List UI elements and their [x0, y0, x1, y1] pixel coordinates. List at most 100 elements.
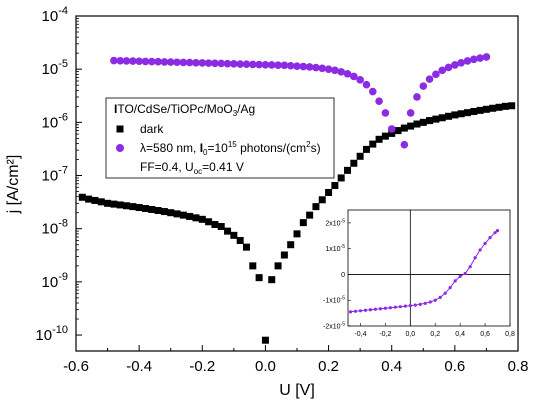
data-point-dark [78, 193, 86, 201]
data-point-illuminated [129, 57, 137, 65]
data-point-dark [160, 208, 168, 216]
inset-x-tick-label: 0,8 [505, 331, 515, 338]
data-point-illuminated [432, 70, 440, 79]
data-point-illuminated [343, 69, 352, 78]
data-point-illuminated [242, 60, 251, 69]
legend-note: FF=0.4, Uoc=0.41 V [140, 160, 244, 176]
y-tick-label: 10-5 [42, 58, 68, 78]
inset-y-tick-label: 1x10-5 [325, 244, 345, 253]
data-point-dark [312, 203, 320, 211]
inset-data-point [458, 274, 462, 278]
data-point-illuminated [141, 57, 150, 66]
inset-data-point [363, 308, 368, 312]
data-point-dark [129, 203, 137, 211]
legend-box [105, 97, 335, 179]
data-point-dark [344, 166, 352, 174]
data-point-illuminated [198, 59, 207, 67]
data-point-dark [287, 241, 295, 249]
inset-y-tick-label: 0 [341, 272, 345, 279]
inset-data-point [433, 298, 437, 302]
data-point-dark [350, 159, 358, 167]
inset-data-point [423, 301, 427, 305]
inset-y-tick-label: -1x10-5 [323, 296, 345, 305]
data-point-illuminated [425, 75, 434, 83]
data-point-dark [426, 117, 434, 125]
legend-header: ITO/CdSe/TiOPc/MoO3/Ag [114, 102, 255, 118]
inset-data-point [478, 248, 482, 252]
data-point-dark [261, 336, 269, 344]
data-point-illuminated [337, 68, 346, 76]
inset-data-point [393, 305, 397, 309]
data-point-dark [293, 230, 301, 238]
data-point-dark [91, 196, 99, 204]
x-tick-label: 0.8 [508, 358, 529, 375]
data-point-dark [432, 115, 440, 123]
data-point-dark [217, 222, 225, 230]
data-point-illuminated [387, 125, 396, 133]
data-point-dark [280, 251, 288, 259]
data-point-dark [325, 188, 333, 196]
data-point-illuminated [204, 59, 213, 67]
data-point-dark [211, 220, 219, 228]
data-point-dark [463, 109, 471, 117]
data-point-illuminated [324, 65, 333, 73]
inset-data-point [418, 302, 422, 306]
data-point-illuminated [400, 140, 409, 149]
y-tick-label: 10-4 [42, 5, 68, 25]
data-point-illuminated [482, 53, 491, 61]
inset-data-point [373, 307, 378, 311]
data-point-illuminated [438, 66, 447, 75]
data-point-illuminated [356, 76, 364, 84]
data-point-illuminated [192, 58, 200, 67]
data-point-dark [135, 204, 143, 212]
data-point-illuminated [160, 58, 169, 66]
data-point-illuminated [451, 61, 459, 69]
inset-data-point [473, 256, 477, 260]
data-point-illuminated [381, 109, 390, 117]
x-axis: -0.6 -0.4 -0.2 0.0 0.2 0.4 0.6 0.8 [63, 345, 528, 375]
inset-data-point [378, 307, 382, 311]
inset-data-point [493, 231, 497, 235]
data-point-dark [508, 102, 516, 110]
data-point-illuminated [368, 87, 377, 96]
x-tick-label: -0.2 [189, 358, 215, 375]
data-point-dark [356, 152, 364, 160]
data-point-dark [482, 105, 490, 113]
data-point-dark [375, 135, 383, 143]
data-point-dark [274, 262, 282, 270]
data-point-illuminated [331, 66, 339, 75]
data-point-illuminated [419, 82, 428, 90]
data-point-illuminated [267, 61, 276, 69]
legend: ITO/CdSe/TiOPc/MoO3/Ag dark λ=580 nm, I0… [105, 97, 335, 179]
inset-x-tick-label: 0,2 [430, 331, 440, 338]
data-point-dark [205, 218, 213, 226]
data-point-illuminated [173, 58, 181, 67]
inset-data-point [438, 295, 442, 299]
legend-label-dark: dark [140, 122, 164, 136]
legend-label-illuminated: λ=580 nm, I0=1015 photons/(cm2s) [140, 140, 321, 157]
data-point-dark [470, 107, 478, 115]
data-point-dark [419, 118, 427, 126]
data-point-dark [123, 202, 131, 210]
main-series-group [78, 53, 516, 344]
data-point-dark [224, 227, 232, 235]
data-point-illuminated [223, 59, 232, 68]
x-tick-label: -0.6 [63, 358, 89, 375]
inset-data-point [448, 285, 452, 290]
legend-marker-dark [116, 125, 124, 133]
data-point-illuminated [249, 60, 257, 69]
inset-data-point [495, 229, 500, 233]
data-point-illuminated [350, 72, 358, 81]
data-point-dark [242, 243, 250, 251]
data-point-illuminated [110, 56, 118, 65]
inset-data-point [453, 279, 457, 283]
data-point-dark [85, 195, 93, 203]
data-point-dark [198, 215, 206, 223]
data-point-dark [400, 124, 408, 132]
data-point-illuminated [217, 59, 226, 68]
inset-data-point [398, 305, 402, 309]
x-tick-label: 0.0 [255, 358, 276, 375]
inset-axes: -0,4 -0,2 0,0 0,2 0,4 0,6 0,8 2x10-5 1x10-5 0 -1x1… [323, 210, 515, 338]
inset-data-point [413, 303, 417, 307]
data-point-illuminated [135, 57, 143, 66]
